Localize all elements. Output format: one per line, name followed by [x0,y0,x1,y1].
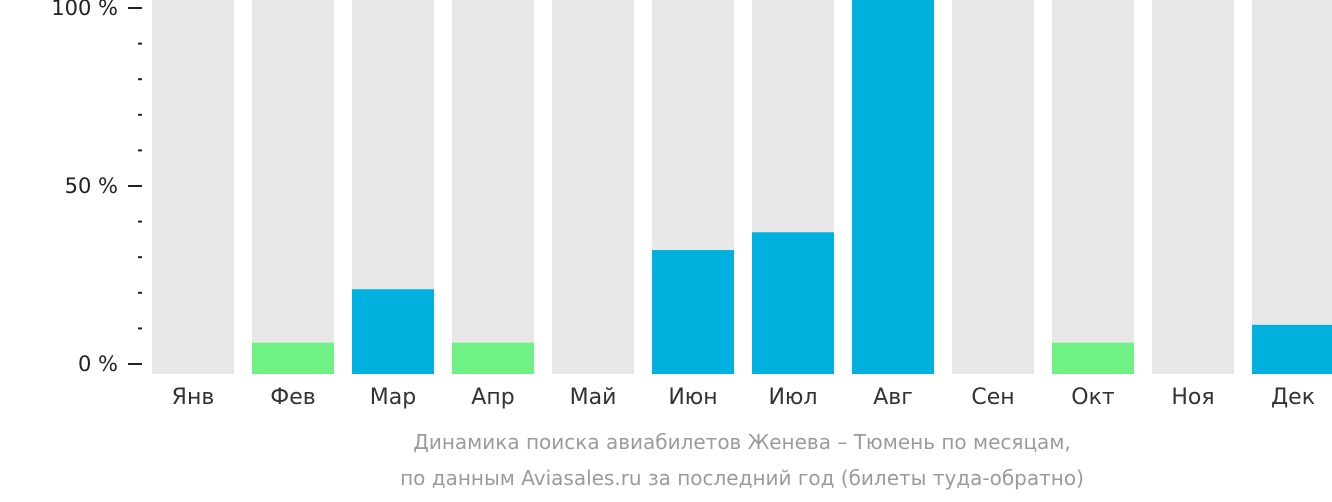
bar-3 [452,342,534,374]
bar-5 [652,250,734,374]
bar-track [252,0,334,374]
y-tick-label: 0 % [78,352,118,376]
bar-2 [352,289,434,374]
bar-6 [752,232,834,374]
chart-title: Динамика поиска авиабилетов Женева – Тюм… [413,430,1071,454]
y-axis: 0 % 50 % 100 % [51,0,142,376]
search-dynamics-chart: 0 % 50 % 100 % Янв Фев Мар Апр Май Июн Июл Авг Сен… [51,0,1332,410]
y-tick-label: 100 % [51,0,118,20]
x-tick-label: Окт [1071,385,1115,410]
bar-track [152,0,234,374]
y-tick-label: 50 % [65,174,118,198]
bar-7 [852,0,934,374]
bar-track [952,0,1034,374]
bar-11 [1252,324,1332,374]
bar-track [1052,0,1134,374]
x-tick-label: Июн [668,385,717,410]
x-tick-label: Авг [873,385,913,410]
x-tick-label: Дек [1271,385,1315,410]
x-tick-label: Сен [971,385,1014,410]
x-axis: Янв Фев Мар Апр Май Июн Июл Авг Сен Окт Ноя Дек [172,385,1315,410]
bar-track [1152,0,1234,374]
bar-track [452,0,534,374]
x-tick-label: Янв [172,385,215,410]
bar-9 [1052,342,1134,374]
bar-group [252,0,1332,374]
chart-subtitle: по данным Aviasales.ru за последний год … [400,466,1084,490]
bar-track [1252,0,1332,374]
x-tick-label: Апр [471,385,514,410]
x-tick-label: Фев [270,385,315,410]
x-tick-label: Мар [370,385,416,410]
bar-1 [252,342,334,374]
x-tick-label: Май [570,385,617,410]
bar-track [552,0,634,374]
x-tick-label: Июл [768,385,817,410]
x-tick-label: Ноя [1171,385,1214,410]
bar-track-group [152,0,1332,374]
